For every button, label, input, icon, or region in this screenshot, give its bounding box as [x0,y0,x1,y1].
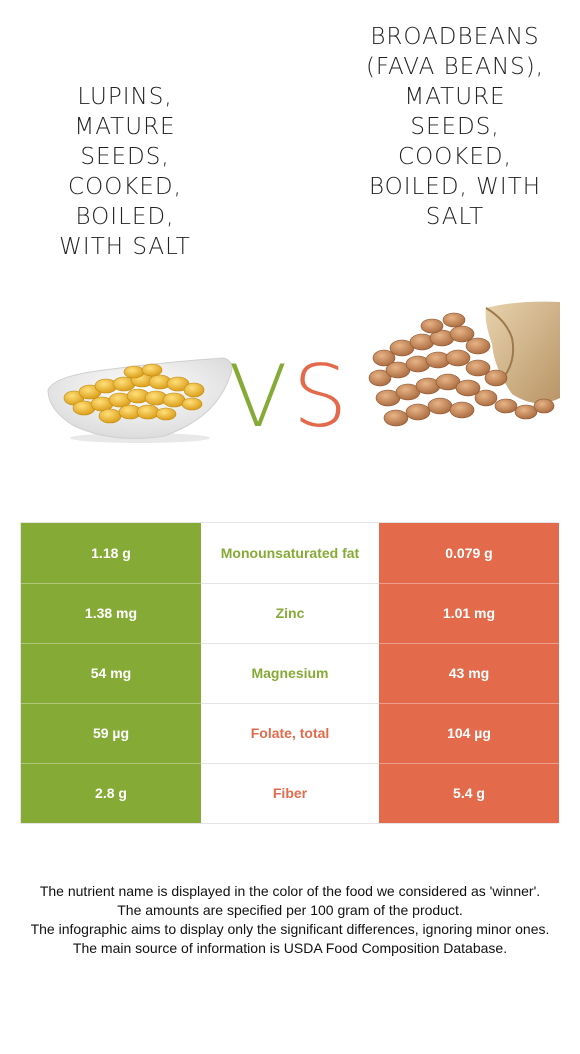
fava-beans-sack-icon [368,301,560,427]
left-value: 1.38 mg [21,583,201,643]
food-right-title: Broadbeans (fava beans), mature seeds, c… [365,24,545,230]
right-row-divider [379,583,559,584]
right-value: 5.4 g [379,763,559,823]
food-left-title: Lupins, mature seeds, cooked, boiled, wi… [59,84,191,260]
footer-line-aim: The infographic aims to display only the… [30,921,550,937]
nutrient-name: Zinc [201,583,379,643]
lupin-bowl-icon [47,357,233,443]
vs-label: V S [229,348,348,438]
row-divider [201,583,379,584]
left-value: 59 µg [21,703,201,763]
right-value: 104 µg [379,703,559,763]
nutrient-name: Fiber [201,763,379,823]
table-row: 54 mg Magnesium 43 mg [21,643,559,703]
comparison-table: 1.18 g Monounsaturated fat 0.079 g 1.38 mg Z… [20,522,559,824]
vs-s: S [293,348,348,438]
left-row-divider [21,703,201,704]
right-value: 1.01 mg [379,583,559,643]
row-divider [201,643,379,644]
table-row: 2.8 g Fiber 5.4 g [21,763,559,823]
table-row: 1.18 g Monounsaturated fat 0.079 g [21,523,559,583]
right-row-divider [379,703,559,704]
footer-line-winner: The nutrient name is displayed in the co… [39,883,541,899]
table-row: 1.38 mg Zinc 1.01 mg [21,583,559,643]
left-value: 54 mg [21,643,201,703]
left-row-divider [21,763,201,764]
left-row-divider [21,583,201,584]
vs-v: V [229,348,288,438]
footer-line-amounts: The amounts are specified per 100 gram o… [117,902,463,918]
nutrient-name: Magnesium [201,643,379,703]
footer-line-source: The main source of information is USDA F… [72,940,508,956]
row-divider [201,763,379,764]
nutrient-name: Folate, total [201,703,379,763]
table-row: 59 µg Folate, total 104 µg [21,703,559,763]
right-value: 0.079 g [379,523,559,583]
row-divider [201,703,379,704]
nutrient-name: Monounsaturated fat [201,523,379,583]
left-value: 1.18 g [21,523,201,583]
left-value: 2.8 g [21,763,201,823]
footer-notes: The nutrient name is displayed in the co… [20,882,560,958]
right-row-divider [379,763,559,764]
left-row-divider [21,643,201,644]
right-row-divider [379,643,559,644]
right-value: 43 mg [379,643,559,703]
